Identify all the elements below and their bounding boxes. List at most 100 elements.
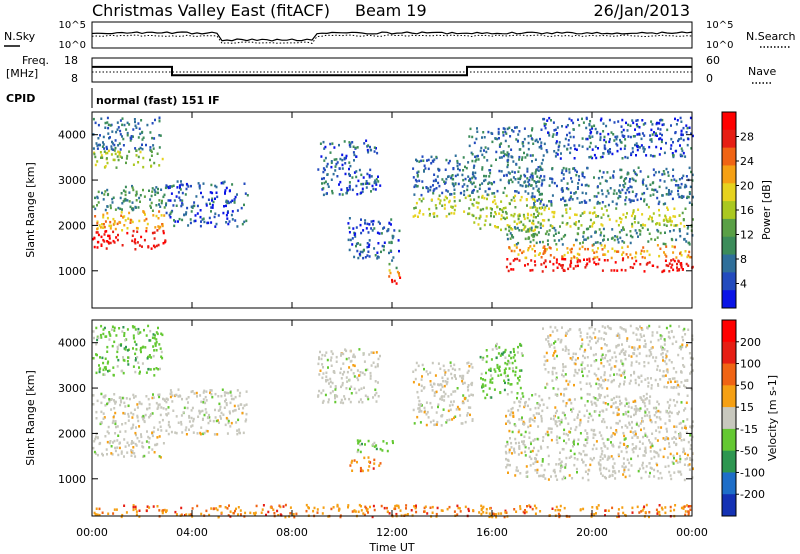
echo-cell (360, 231, 363, 235)
echo-cell (686, 126, 689, 130)
echo-cell (97, 336, 100, 339)
echo-cell (604, 354, 607, 357)
echo-cell (103, 233, 106, 236)
echo-cell (691, 452, 694, 455)
echo-cell (580, 363, 583, 367)
echo-cell (584, 444, 587, 448)
echo-cell (511, 180, 514, 184)
echo-cell (504, 381, 506, 385)
echo-cell (579, 331, 582, 334)
echo-cell (558, 141, 561, 144)
echo-cell (423, 406, 426, 410)
echo-cell (142, 446, 145, 449)
echo-cell (482, 511, 485, 514)
echo-cell (120, 344, 122, 347)
echo-cell (630, 214, 633, 218)
echo-cell (351, 141, 354, 144)
echo-cell (359, 443, 362, 447)
echo-cell (464, 177, 467, 181)
echo-cell (617, 422, 620, 425)
echo-cell (630, 153, 633, 157)
echo-cell (656, 364, 659, 368)
echo-cell (616, 149, 619, 153)
echo-cell (650, 217, 653, 221)
echo-cell (592, 353, 595, 357)
echo-cell (524, 185, 527, 188)
echo-cell (102, 328, 105, 331)
echo-cell (579, 335, 582, 338)
echo-cell (687, 225, 690, 228)
echo-cell (92, 446, 95, 450)
echo-cell (565, 208, 567, 212)
echo-cell (467, 175, 470, 178)
echo-cell (664, 242, 667, 246)
echo-cell (688, 201, 691, 204)
echo-cell (621, 362, 624, 365)
echo-cell (203, 413, 206, 417)
echo-cell (593, 195, 596, 198)
echo-cell (117, 150, 120, 154)
echo-cell (567, 329, 570, 333)
echo-cell (624, 155, 627, 159)
echo-cell (395, 282, 398, 285)
echo-cell (525, 471, 528, 474)
echo-cell (519, 198, 522, 202)
echo-cell (477, 201, 480, 205)
echo-cell (680, 371, 683, 374)
echo-cell (573, 256, 576, 259)
echo-cell (477, 195, 480, 199)
echo-cell (392, 235, 395, 238)
echo-cell (495, 513, 497, 516)
echo-cell (679, 433, 682, 436)
echo-cell (347, 222, 350, 225)
echo-cell (219, 415, 222, 418)
echo-cell (339, 157, 342, 161)
echo-cell (504, 210, 507, 214)
echo-cell (145, 395, 148, 398)
echo-cell (668, 419, 671, 422)
echo-cell (352, 145, 355, 148)
echo-cell (441, 398, 444, 401)
echo-cell (123, 224, 126, 227)
echo-cell (480, 146, 483, 150)
echo-cell (395, 512, 398, 516)
echo-cell (506, 233, 509, 236)
echo-cell (338, 508, 341, 511)
echo-cell (543, 178, 546, 182)
echo-cell (110, 224, 113, 228)
echo-cell (122, 137, 125, 141)
echo-cell (491, 377, 494, 380)
echo-cell (639, 252, 642, 255)
echo-cell (642, 507, 645, 510)
echo-cell (633, 370, 636, 374)
echo-cell (670, 411, 673, 415)
echo-cell (96, 222, 99, 225)
echo-cell (110, 153, 113, 156)
echo-cell (650, 138, 653, 141)
echo-cell (229, 425, 232, 428)
echo-cell (348, 188, 351, 191)
echo-cell (157, 406, 160, 409)
echo-cell (682, 218, 685, 222)
echo-cell (112, 374, 115, 377)
echo-cell (448, 404, 451, 407)
echo-cell (603, 371, 606, 374)
echo-cell (551, 210, 554, 214)
echo-cell (600, 189, 603, 192)
echo-cell (644, 122, 647, 125)
echo-cell (551, 330, 554, 333)
echo-cell (231, 199, 234, 202)
echo-cell (599, 455, 602, 458)
echo-cell (471, 418, 474, 421)
echo-cell (416, 175, 419, 178)
echo-cell (352, 364, 355, 367)
echo-cell (509, 463, 511, 467)
echo-cell (234, 195, 237, 199)
echo-cell (594, 328, 597, 331)
echo-cell (557, 338, 560, 341)
echo-cell (209, 389, 212, 392)
echo-cell (165, 400, 168, 404)
echo-cell (446, 380, 449, 384)
echo-cell (429, 383, 432, 386)
echo-cell (646, 326, 649, 329)
